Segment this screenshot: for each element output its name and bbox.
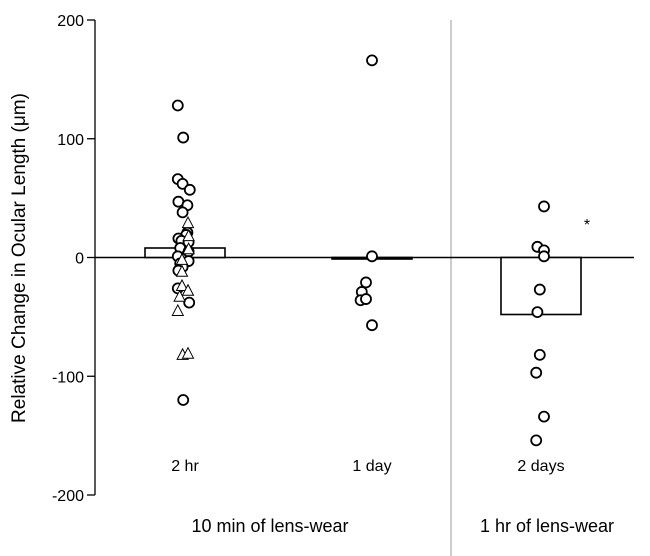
data-point-circle [366, 54, 378, 67]
category-label: 2 hr [171, 458, 199, 475]
data-point-circle [533, 283, 546, 296]
data-point-triangle [175, 264, 189, 277]
data-point-triangle [173, 289, 186, 302]
data-point-triangle [182, 242, 195, 255]
data-point-circle [533, 348, 546, 361]
y-tick-label: -100 [52, 369, 84, 386]
data-point-circle [171, 99, 184, 112]
data-point-triangle [181, 283, 195, 296]
data-point-triangle [175, 278, 189, 291]
group-label: 1 hr of lens-wear [480, 516, 614, 536]
label-layer: -200 -100 0 100 200 * 2 hr 1 day 2 days 10 min of… [9, 13, 614, 536]
point-layer [171, 54, 550, 447]
data-point-circle [366, 250, 378, 263]
y-axis-title: Relative Change in Ocular Length (μm) [9, 93, 30, 423]
data-point-circle [538, 200, 550, 213]
data-point-triangle [181, 346, 195, 359]
data-point-triangle [175, 252, 189, 265]
data-point-circle [177, 131, 190, 144]
group-label: 10 min of lens-wear [191, 516, 348, 536]
data-point-circle [530, 434, 543, 447]
y-tick-label: 0 [75, 251, 84, 268]
data-point-circle [176, 206, 189, 219]
data-point-circle [183, 296, 196, 309]
data-point-circle [538, 250, 550, 263]
y-tick-label: 100 [57, 132, 84, 149]
category-label: 2 days [517, 458, 564, 475]
y-tick-label: 200 [57, 13, 84, 30]
data-point-circle [530, 366, 543, 379]
data-point-circle [360, 293, 372, 305]
data-point-triangle [182, 229, 195, 242]
category-label: 1 day [352, 458, 391, 475]
data-point-circle [183, 183, 196, 196]
data-point-triangle [181, 215, 195, 229]
data-point-triangle [171, 303, 185, 316]
data-point-circle [531, 306, 544, 319]
data-point-circle [538, 410, 550, 423]
y-tick-label: -200 [52, 488, 84, 505]
data-point-circle [360, 276, 372, 289]
data-point-circle [177, 394, 190, 406]
significance-marker: * [584, 217, 590, 234]
data-point-circle [366, 319, 378, 332]
